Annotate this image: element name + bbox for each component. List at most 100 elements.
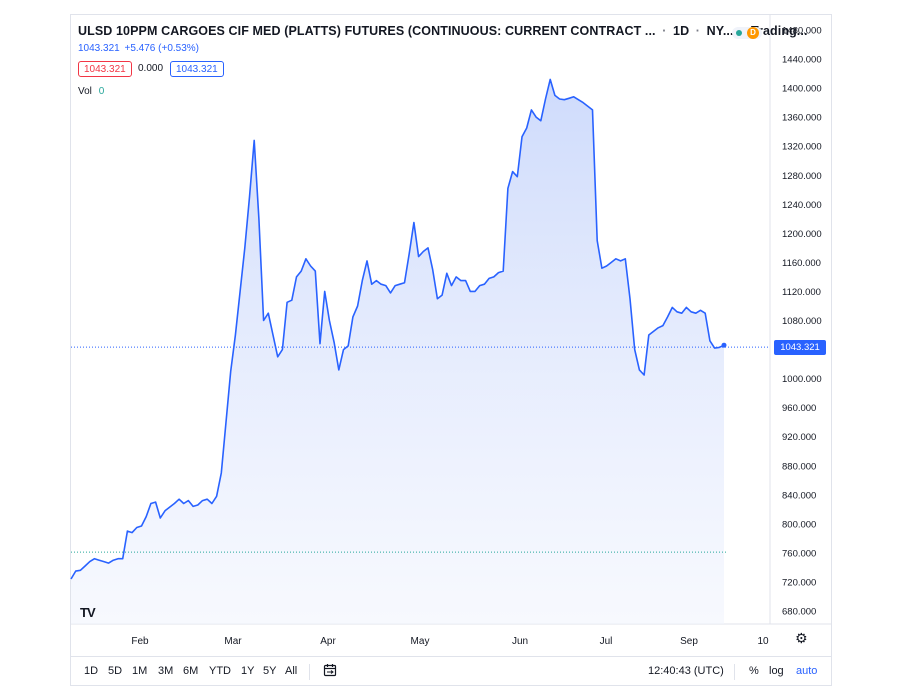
data-point [103,561,105,563]
data-point [437,298,439,300]
x-tick-label: Apr [320,636,336,647]
data-point [465,280,467,282]
data-point [512,171,514,173]
data-point [446,273,448,275]
data-point [531,109,533,111]
data-point [94,558,96,560]
y-tick-label: 680.000 [782,607,816,618]
data-point [89,561,91,563]
sell-price-button[interactable]: 1043.321 [78,61,132,77]
volume-legend[interactable]: Vol 0 [78,86,104,97]
data-point [347,345,349,347]
range-button-1y[interactable]: 1Y [241,665,255,677]
range-button-all[interactable]: All [285,665,298,677]
data-point [263,320,265,322]
data-point [676,311,678,313]
data-point [272,334,274,336]
data-point [249,196,251,198]
data-point [662,325,664,327]
symbol-title[interactable]: ULSD 10PPM CARGOES CIF MED (PLATTS) FUTU… [78,24,808,38]
x-tick-label: Jul [600,636,613,647]
data-point [587,106,589,108]
data-point [197,504,199,506]
data-point [479,285,481,287]
settings-gear-icon[interactable]: ⚙ [795,630,808,646]
y-tick-label: 1120.000 [782,287,821,298]
data-point [98,559,100,561]
range-button-3m[interactable]: 3M [158,665,174,677]
buy-price-button[interactable]: 1043.321 [170,61,224,77]
data-point [80,570,82,572]
toolbar-divider [309,664,310,680]
data-point [225,421,227,423]
data-point [145,516,147,518]
calendar-range-icon[interactable] [323,663,337,680]
data-point [291,299,293,301]
data-point [714,347,716,349]
data-point [639,369,641,371]
toolbar-divider [734,664,735,680]
data-point [535,116,537,118]
data-point [315,270,317,272]
interval-label[interactable]: 1D [673,24,690,38]
utc-clock[interactable]: 12:40:43 (UTC) [648,665,724,677]
y-tick-label: 1440.000 [782,55,822,66]
x-tick-label: Mar [224,636,242,647]
data-point [549,79,551,81]
data-point [136,527,138,529]
data-point [474,291,476,293]
data-point [643,374,645,376]
delayed-letter: D [747,27,759,39]
last-price-text: 1043.321 [78,43,120,54]
data-point [192,506,194,508]
data-point [672,307,674,309]
x-tick-label: Feb [131,636,149,647]
range-button-ytd[interactable]: YTD [209,665,231,677]
data-point [235,334,237,336]
symbol-name[interactable]: ULSD 10PPM CARGOES CIF MED (PLATTS) FUTU… [78,24,656,38]
range-button-1m[interactable]: 1M [132,665,148,677]
data-point [160,517,162,519]
data-point [296,276,298,278]
data-point [498,272,500,274]
data-point [357,305,359,307]
data-point [394,285,396,287]
data-point [413,222,415,224]
data-point [230,371,232,373]
range-button-1d[interactable]: 1D [84,665,99,677]
data-point [366,260,368,262]
tradingview-logo-icon[interactable]: TV [80,605,96,620]
range-button-5y[interactable]: 5Y [263,665,277,677]
data-point [178,498,180,500]
auto-scale-toggle[interactable]: auto [796,665,818,677]
y-tick-label: 1240.000 [782,200,822,211]
y-tick-label: 1080.000 [782,316,822,327]
data-point [460,280,462,282]
volume-value: 0 [98,86,105,97]
data-point [521,136,523,138]
range-button-5d[interactable]: 5D [108,665,123,677]
data-point [169,506,171,508]
data-point [418,256,420,258]
data-point [127,530,129,532]
y-tick-label: 1400.000 [782,84,822,95]
data-point [338,369,340,371]
percent-scale-toggle[interactable]: % [749,665,759,677]
data-point [620,260,622,262]
last-price-tag: 1043.321 [774,340,826,355]
data-point [686,307,688,309]
last-point-marker [721,342,727,348]
data-point [216,496,218,498]
volume-label: Vol [78,86,92,97]
y-tick-label: 760.000 [782,548,816,559]
data-point [113,559,115,561]
data-point [625,258,627,260]
range-button-6m[interactable]: 6M [183,665,199,677]
data-point [282,349,284,351]
market-status-badge[interactable]: D [732,27,762,39]
y-tick-label: 1200.000 [782,229,822,240]
data-point [362,280,364,282]
data-point [268,312,270,314]
log-scale-toggle[interactable]: log [769,665,784,677]
